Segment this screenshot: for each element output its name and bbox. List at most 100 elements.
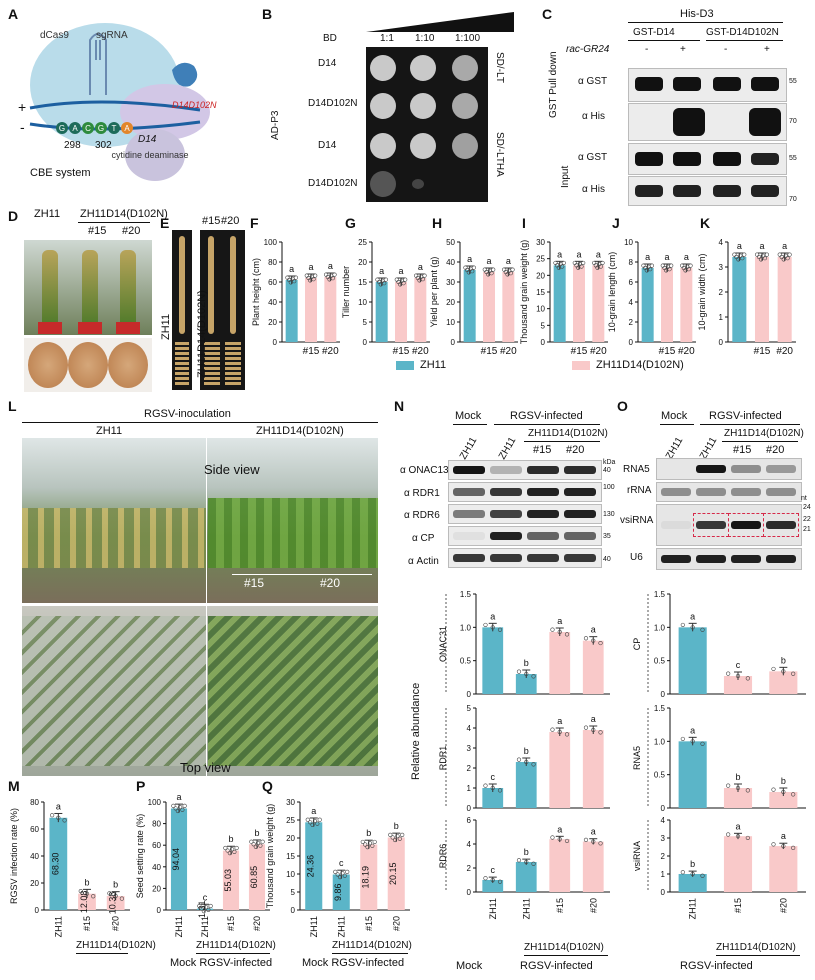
data-point	[745, 676, 750, 681]
panel-letter-g: G	[345, 215, 356, 231]
data-point	[119, 896, 124, 901]
target-blob	[120, 84, 210, 140]
data-point	[249, 839, 254, 844]
x-tick-label: ZH11	[336, 916, 346, 937]
data-point	[669, 263, 674, 268]
q-mutant-line	[332, 953, 408, 954]
data-point	[491, 267, 496, 272]
data-point	[313, 273, 318, 278]
pot-shape	[116, 322, 140, 334]
value-label: 10.38	[108, 892, 118, 915]
m-mutant-label: ZH11D14(D102N)	[76, 940, 156, 951]
base-circle	[82, 122, 94, 134]
d-mutant-line	[78, 222, 150, 223]
value-label: 9.86	[333, 883, 343, 901]
significance-letter: a	[782, 241, 787, 251]
data-point	[771, 666, 776, 672]
data-point	[372, 839, 377, 845]
x-tick-label: ZH11	[488, 898, 498, 919]
blot-band	[564, 554, 596, 562]
y2h-row-1: D14	[318, 58, 337, 69]
y-tick-label: 50	[446, 238, 455, 247]
o-lane-4: #20	[766, 444, 785, 456]
data-point	[787, 252, 792, 257]
blot-band	[731, 465, 761, 473]
plant-shape	[120, 250, 136, 326]
y-tick-label: 30	[446, 278, 455, 287]
data-point	[337, 874, 343, 880]
d-line-20: #20	[122, 225, 141, 237]
data-point	[524, 859, 529, 865]
blot-label-4: α His	[582, 184, 606, 195]
bar	[549, 839, 571, 892]
bar	[723, 676, 753, 694]
x-tick-label: #20	[776, 346, 793, 357]
x-tick-label: #15	[481, 346, 498, 357]
y-tick-label: 0	[629, 338, 634, 347]
data-point	[791, 671, 796, 676]
n-blot-stack	[448, 460, 602, 570]
data-point	[311, 277, 316, 282]
blot-band	[766, 465, 796, 473]
bar	[769, 671, 798, 694]
y-tick-label: 6	[629, 278, 634, 287]
n-blot-4: α CP	[412, 533, 435, 544]
data-point	[497, 627, 503, 632]
n-lane-2: ZH11	[497, 435, 519, 462]
data-point	[56, 815, 61, 820]
y-tick-label: 100	[148, 798, 162, 807]
x-tick-label: #15	[226, 916, 236, 931]
significance-letter: a	[781, 831, 786, 841]
y-tick-label: 30	[536, 238, 545, 247]
data-point	[745, 788, 750, 793]
y-tick-label: 5	[363, 318, 368, 327]
data-point	[227, 851, 232, 856]
y-tick-label: 4	[629, 298, 634, 307]
data-point	[561, 260, 566, 266]
x-tick-label: #20	[391, 916, 401, 931]
y-tick-label: 0.5	[654, 657, 666, 666]
bar	[360, 844, 378, 910]
bar	[777, 257, 792, 342]
panel-letter-h: H	[432, 215, 443, 231]
y-axis-label: ONAC31	[438, 626, 448, 662]
blot-band	[564, 488, 596, 496]
significance-letter: b	[781, 655, 786, 665]
y-tick-label: 20	[446, 298, 455, 307]
significance-letter: a	[557, 616, 562, 626]
data-point	[781, 669, 786, 674]
x-tick-label: #15	[364, 916, 374, 931]
data-point	[781, 257, 786, 262]
base-circle	[95, 122, 107, 134]
chart-vsirna: 0 1 2 3 4 vsiRNA b ZH11 a #15 a #20	[632, 816, 806, 919]
significance-letter: c	[491, 865, 496, 875]
dcas9-label: dCas9	[40, 30, 69, 41]
y-tick-label: 10	[286, 870, 295, 879]
y-tick-label: 0	[451, 338, 456, 347]
blot-band	[766, 488, 796, 496]
o-blot-stack	[656, 458, 802, 570]
significance-letter: a	[506, 256, 511, 266]
data-point	[113, 893, 118, 899]
significance-letter: c	[339, 858, 344, 868]
data-point	[312, 818, 318, 824]
photo-divider	[206, 438, 207, 603]
data-point	[550, 835, 555, 840]
blot-band	[696, 521, 726, 529]
blot-band	[490, 554, 522, 562]
e-zh11-label: ZH11	[160, 313, 172, 340]
significance-letter: c	[203, 892, 208, 902]
o-blot-1: RNA5	[623, 464, 650, 475]
y2h-row-4: D14D102N	[308, 178, 358, 189]
data-point	[762, 256, 768, 261]
bar	[732, 257, 747, 342]
data-point	[598, 640, 603, 646]
yeast-spot	[410, 93, 436, 119]
panel-letter-n: N	[394, 398, 405, 414]
data-point	[197, 903, 202, 909]
y-tick-label: 1	[467, 784, 472, 793]
pot-shape	[78, 322, 102, 334]
bar	[515, 674, 537, 694]
legend-swatch-zh11	[396, 361, 414, 370]
